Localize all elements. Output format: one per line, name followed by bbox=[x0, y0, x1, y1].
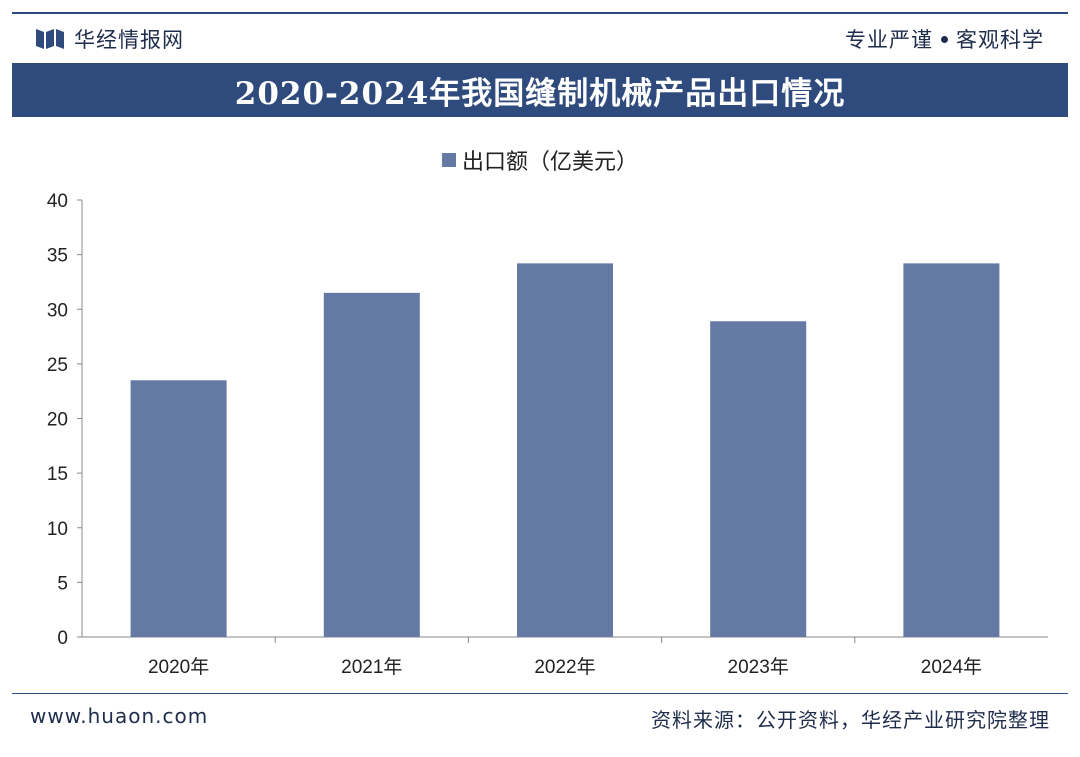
x-tick-label: 2024年 bbox=[921, 656, 982, 678]
footer-rule bbox=[12, 693, 1068, 694]
footer-website: www.huaon.com bbox=[30, 704, 209, 728]
y-tick-label: 25 bbox=[47, 355, 68, 376]
y-tick-label: 10 bbox=[47, 519, 68, 540]
y-tick-label: 0 bbox=[57, 628, 68, 649]
legend: 出口额（亿美元） bbox=[0, 144, 1080, 176]
y-tick-label: 15 bbox=[47, 464, 68, 485]
header: 华经情报网 专业严谨 客观科学 bbox=[12, 14, 1068, 62]
x-tick-label: 2021年 bbox=[341, 656, 402, 678]
bar-3 bbox=[517, 263, 613, 637]
bar-2 bbox=[323, 292, 420, 637]
y-tick-label: 30 bbox=[47, 300, 68, 321]
y-tick-label: 20 bbox=[47, 410, 68, 431]
motto-right: 客观科学 bbox=[956, 28, 1044, 52]
legend-label: 出口额（亿美元） bbox=[461, 150, 638, 175]
legend-swatch bbox=[441, 153, 456, 167]
bar-4 bbox=[710, 321, 807, 637]
chart-title: 2020-2024年我国缝制机械产品出口情况 bbox=[234, 75, 846, 112]
x-tick-label: 2023年 bbox=[728, 656, 789, 678]
x-tick-label: 2022年 bbox=[534, 656, 595, 678]
top-rule bbox=[12, 12, 1068, 14]
footer-source: 资料来源：公开资料，华经产业研究院整理 bbox=[651, 708, 1050, 732]
y-tick-label: 5 bbox=[57, 573, 68, 594]
y-tick-label: 40 bbox=[47, 191, 68, 212]
x-tick-label: 2020年 bbox=[148, 656, 209, 678]
bar-5 bbox=[903, 263, 1000, 637]
y-tick-label: 35 bbox=[47, 246, 68, 267]
brand-name: 华经情报网 bbox=[74, 28, 184, 52]
brand: 华经情报网 bbox=[36, 24, 184, 54]
bar-1 bbox=[130, 380, 227, 637]
brand-logo-icon bbox=[36, 29, 64, 49]
title-bar: 2020-2024年我国缝制机械产品出口情况 bbox=[12, 63, 1068, 117]
motto: 专业严谨 客观科学 bbox=[845, 24, 1044, 54]
bullet-dot-icon bbox=[941, 35, 948, 43]
motto-left: 专业严谨 bbox=[845, 28, 933, 52]
